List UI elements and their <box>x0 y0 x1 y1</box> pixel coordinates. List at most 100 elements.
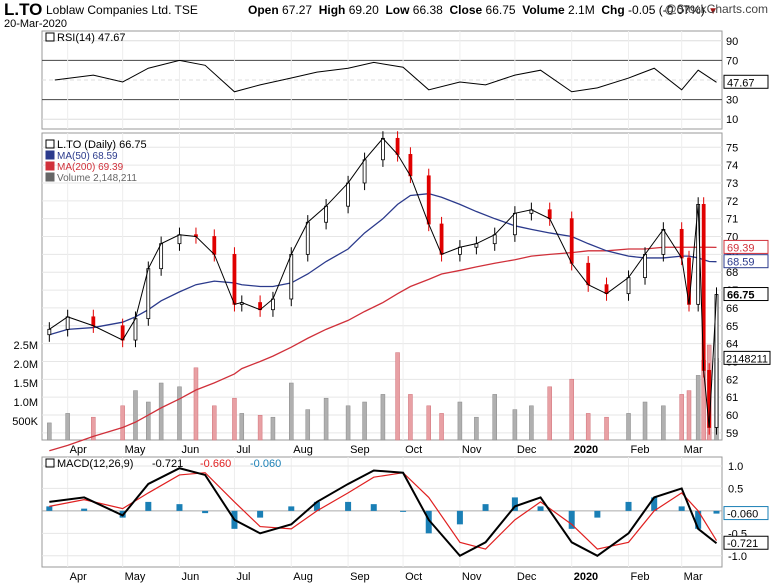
volume-bar <box>345 405 351 441</box>
price-frame <box>41 132 723 441</box>
macd-hist-bar <box>678 506 685 511</box>
volume-bar <box>395 352 400 441</box>
price-panel: 5960616263646566676869707172737475 500K1… <box>12 131 771 452</box>
macd-last-values: -0.060 -0.721 <box>723 506 769 550</box>
volume-tick-label: 2.5M <box>14 340 38 352</box>
price-tick-label: 64 <box>726 339 738 351</box>
price-legend-swatch <box>45 172 55 182</box>
ma200-line <box>49 246 717 452</box>
macd-tick-label: -1.0 <box>728 551 747 563</box>
macd-hist-bar <box>400 510 407 512</box>
volume-bar <box>626 413 631 441</box>
price-tick-label: 75 <box>726 142 738 154</box>
rsi-legend: RSI(14) 47.67 <box>45 32 125 44</box>
price-last-values: 69.39 68.59 66.75 2148211 <box>723 239 771 365</box>
price-tick-label: 71 <box>726 214 738 226</box>
open-value: 67.27 <box>282 3 313 17</box>
macd-hist-bar <box>345 501 352 511</box>
macd-hist-bar <box>176 504 183 511</box>
x-tick-label: Jun <box>181 444 199 456</box>
x-tick-label: Oct <box>405 444 422 456</box>
volume-bar <box>695 375 701 441</box>
volume-bar <box>239 413 245 441</box>
macd-hist-bar <box>651 497 658 511</box>
volume-bar <box>212 405 217 441</box>
macd-hist-bar <box>713 510 720 514</box>
ma50-last-label: 68.59 <box>727 257 755 269</box>
volume-bar <box>133 390 138 441</box>
volume-bar <box>158 382 164 441</box>
macd-frame <box>41 456 723 568</box>
macd-last-label: -0.721 <box>727 538 758 550</box>
brand-watermark[interactable]: @StockCharts.com <box>664 2 768 16</box>
rsi-tick-label: 30 <box>726 95 738 107</box>
high-label: High <box>318 3 346 17</box>
price-candle <box>381 137 385 161</box>
macd-hist-bar <box>313 501 320 511</box>
company-name: Loblaw Companies Ltd. TSE <box>46 3 198 17</box>
macd-grid <box>42 457 722 567</box>
volume-bar <box>305 409 311 441</box>
x-tick-label: Jun <box>181 571 199 583</box>
volume-last-label: 2148211 <box>726 353 768 365</box>
x-tick-label: Feb <box>631 444 650 456</box>
macd-hist-bar <box>257 510 264 518</box>
volume-bar <box>362 401 367 441</box>
price-candle <box>324 205 328 223</box>
price-legend-swatch <box>45 161 55 171</box>
price-candle <box>408 154 413 177</box>
high-value: 69.20 <box>348 3 379 17</box>
macd-hist-bar <box>81 508 88 511</box>
x-tick-label: Nov <box>462 571 482 583</box>
price-close-line <box>49 137 718 428</box>
x-tick-label: 2020 <box>574 444 598 456</box>
macd-hist-bar <box>511 497 518 511</box>
macd-hist-last-box <box>723 506 769 521</box>
price-candle <box>643 253 647 278</box>
volume-tick-label: 1.5M <box>14 378 38 390</box>
macd-x-axis: Apr May Jun Jul Aug Sep Oct Nov Dec 2020 Feb Mar <box>70 571 703 583</box>
price-legend-label: Volume 2,148,211 <box>57 173 137 184</box>
price-tick-label: 60 <box>726 410 738 422</box>
price-legend-swatch <box>45 139 55 149</box>
price-tick-label: 66 <box>726 303 738 315</box>
price-candle <box>212 236 217 255</box>
volume-bars <box>47 344 719 441</box>
macd-panel: -1.0-0.50.51.0 MACD(12,26,9) -0.721 -0.660… <box>41 456 769 568</box>
volume-bar <box>547 386 552 441</box>
x-tick-label: Feb <box>631 571 650 583</box>
macd-hist-bar <box>202 510 209 514</box>
volume-bar <box>408 394 413 441</box>
rsi-last-value: 47.67 <box>723 74 769 89</box>
price-candle <box>426 175 431 225</box>
macd-hist-bar <box>537 506 544 511</box>
rsi-last-box <box>723 74 769 89</box>
volume-bar <box>585 413 591 441</box>
volume-bar <box>47 422 52 441</box>
price-candle <box>305 221 310 255</box>
rsi-series <box>54 59 717 93</box>
macd-hist-bar <box>568 510 575 529</box>
macd-line <box>49 467 718 558</box>
macd-last-box <box>723 535 769 550</box>
price-candle <box>47 328 52 336</box>
price-tick-label: 62 <box>726 374 738 386</box>
volume-bar <box>439 413 444 441</box>
macd-hist-bar <box>456 510 463 525</box>
low-value: 66.38 <box>412 3 443 17</box>
volume-bar <box>686 390 692 441</box>
price-legend-label: L.TO (Daily) 66.75 <box>57 139 147 151</box>
price-tick-label: 72 <box>726 196 738 208</box>
macd-legend-title: MACD(12,26,9) <box>57 458 133 470</box>
price-candle <box>362 159 367 184</box>
price-candle <box>439 223 444 255</box>
macd-hist-bar <box>145 501 152 511</box>
price-candle <box>91 316 96 327</box>
rsi-grid <box>42 31 722 129</box>
macd-legend-signal: -0.660 <box>200 458 231 470</box>
macd-hist-bar <box>288 506 295 511</box>
close-last-box <box>723 287 769 302</box>
macd-hist-bar <box>695 510 702 529</box>
